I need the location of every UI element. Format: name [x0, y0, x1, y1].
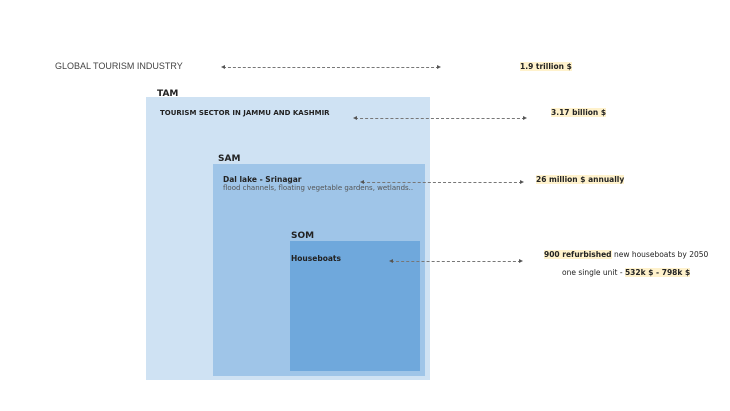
som-label: Houseboats: [291, 254, 341, 263]
som-unit-prefix: one single unit -: [562, 268, 625, 277]
sam-label: Dal lake - Srinagar: [223, 175, 302, 184]
som-arrow: [389, 259, 523, 263]
som-value-highlight: 900 refurbished: [544, 250, 612, 259]
sam-value: 26 million $ annually: [536, 175, 625, 184]
sam-tag: SAM: [218, 154, 241, 164]
tam-arrow: [353, 116, 527, 120]
sam-sublabel: flood channels, floating vegetable garde…: [223, 184, 414, 192]
global-label: GLOBAL TOURISM INDUSTRY: [55, 61, 183, 71]
tam-label: TOURISM SECTOR IN JAMMU AND KASHMIR: [160, 109, 330, 117]
tam-value: 3.17 billion $: [551, 108, 607, 117]
som-value: 900 refurbished new houseboats by 2050: [544, 250, 708, 259]
som-tag: SOM: [291, 231, 315, 241]
global-value: 1.9 trillion $: [520, 62, 572, 71]
global-arrow: [221, 65, 441, 69]
som-unit: one single unit - 532k $ - 798k $: [562, 268, 691, 277]
som-box: [290, 241, 420, 371]
sam-arrow: [360, 180, 524, 184]
som-value-rest: new houseboats by 2050: [611, 250, 709, 259]
tam-tag: TAM: [157, 89, 179, 99]
som-unit-value: 532k $ - 798k $: [624, 268, 691, 277]
